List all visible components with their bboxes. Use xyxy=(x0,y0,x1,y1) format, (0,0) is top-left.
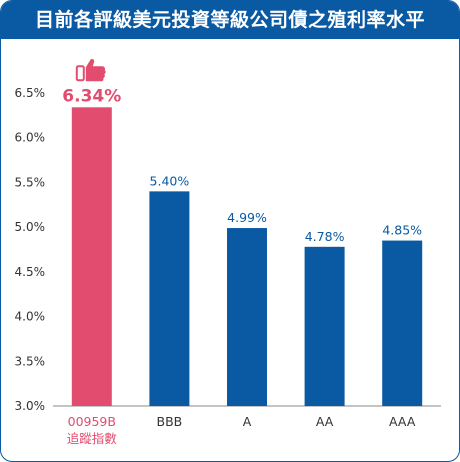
y-tick-label: 4.5% xyxy=(15,265,46,279)
y-tick-label: 6.5% xyxy=(15,86,46,100)
x-tick-label: AA xyxy=(316,414,334,429)
y-tick-label: 5.5% xyxy=(15,175,46,189)
y-tick-label: 6.0% xyxy=(15,131,46,145)
y-tick-label: 3.5% xyxy=(15,354,46,368)
y-tick-label: 3.0% xyxy=(15,399,46,413)
y-tick-label: 5.0% xyxy=(15,220,46,234)
bar xyxy=(71,107,112,407)
x-tick-label: 追蹤指數 xyxy=(67,431,118,446)
x-tick-label: A xyxy=(243,414,252,429)
y-tick-label: 4.0% xyxy=(15,310,46,324)
x-tick-label: BBB xyxy=(157,414,183,429)
bar xyxy=(304,246,345,406)
chart-title: 目前各評級美元投資等級公司債之殖利率水平 xyxy=(1,1,459,39)
x-tick-label: AAA xyxy=(389,414,416,429)
thumbs-up-icon xyxy=(75,59,106,82)
x-tick-label: 00959B xyxy=(68,414,116,429)
data-label: 4.99% xyxy=(227,210,267,225)
data-label: 5.40% xyxy=(150,173,190,188)
data-label: 6.34% xyxy=(62,86,121,106)
bar xyxy=(149,191,190,406)
bar xyxy=(382,240,423,406)
data-label: 4.78% xyxy=(305,229,345,244)
data-label: 4.85% xyxy=(382,223,422,238)
bar xyxy=(227,228,267,406)
